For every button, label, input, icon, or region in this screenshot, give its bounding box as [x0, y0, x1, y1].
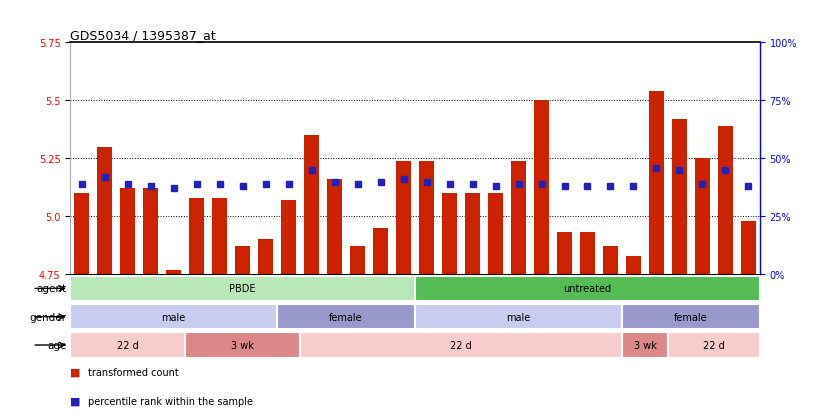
Bar [185, 332, 300, 358]
Bar [488, 194, 503, 275]
Bar [300, 332, 622, 358]
Bar [235, 247, 250, 275]
Bar [121, 189, 135, 275]
Bar [580, 233, 595, 275]
Bar [668, 332, 760, 358]
Bar [649, 92, 664, 275]
Bar [278, 304, 415, 330]
Text: transformed count: transformed count [88, 367, 179, 377]
Text: 22 d: 22 d [703, 340, 724, 350]
Bar [97, 147, 112, 275]
Bar [534, 101, 549, 275]
Bar [281, 201, 296, 275]
Text: 3 wk: 3 wk [231, 340, 254, 350]
Text: GDS5034 / 1395387_at: GDS5034 / 1395387_at [70, 29, 216, 42]
Text: percentile rank within the sample: percentile rank within the sample [88, 396, 254, 406]
Bar [259, 240, 273, 275]
Bar [189, 198, 204, 275]
Bar [626, 256, 641, 275]
Text: agent: agent [36, 284, 67, 294]
Bar [603, 247, 618, 275]
Text: age: age [47, 340, 67, 350]
Text: female: female [674, 312, 708, 322]
Bar [741, 221, 756, 275]
Bar [212, 198, 227, 275]
Text: PBDE: PBDE [230, 284, 256, 294]
Bar [557, 233, 572, 275]
Bar [70, 276, 415, 301]
Text: 3 wk: 3 wk [634, 340, 657, 350]
Text: female: female [330, 312, 363, 322]
Bar [350, 247, 365, 275]
Bar [70, 304, 278, 330]
Text: ■: ■ [70, 396, 81, 406]
Bar [695, 159, 710, 275]
Text: ■: ■ [70, 367, 81, 377]
Text: male: male [162, 312, 186, 322]
Text: male: male [506, 312, 530, 322]
Bar [166, 270, 181, 275]
Bar [419, 161, 434, 275]
Bar [396, 161, 411, 275]
Bar [415, 276, 760, 301]
Text: 22 d: 22 d [450, 340, 472, 350]
Bar [672, 120, 687, 275]
Bar [373, 228, 388, 275]
Bar [304, 136, 319, 275]
Text: untreated: untreated [563, 284, 611, 294]
Bar [718, 127, 733, 275]
Bar [70, 332, 185, 358]
Bar [74, 194, 89, 275]
Bar [465, 194, 480, 275]
Bar [622, 332, 668, 358]
Bar [327, 180, 342, 275]
Bar [622, 304, 760, 330]
Bar [442, 194, 457, 275]
Text: gender: gender [30, 312, 67, 322]
Bar [143, 189, 158, 275]
Text: 22 d: 22 d [116, 340, 139, 350]
Bar [415, 304, 622, 330]
Bar [511, 161, 526, 275]
